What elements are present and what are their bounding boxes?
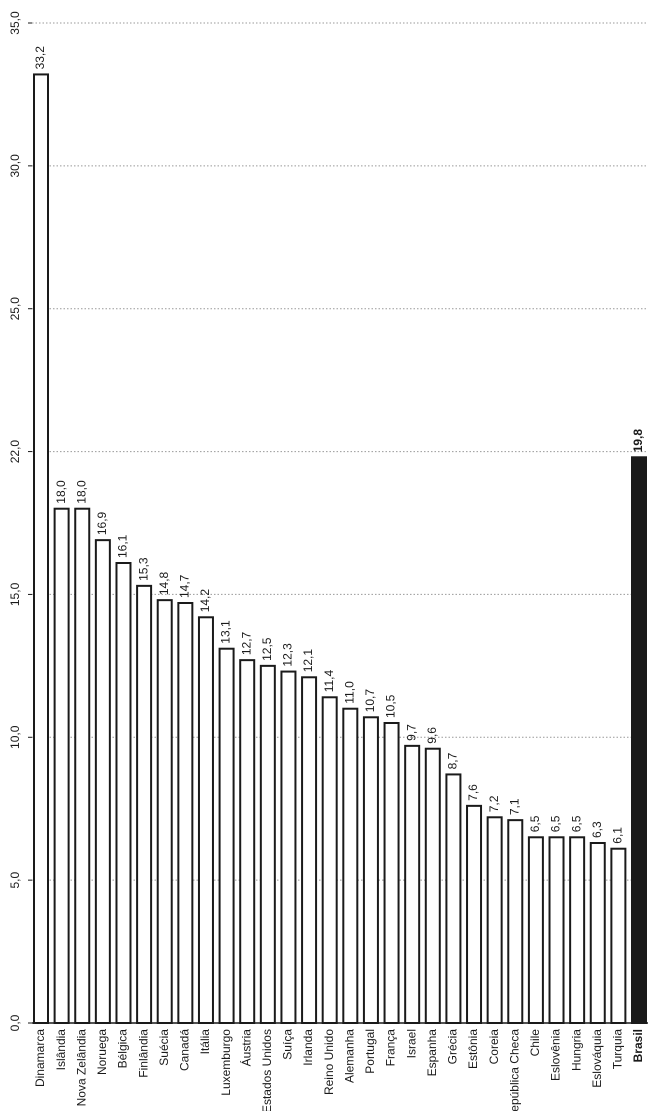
bar [280,670,297,1024]
x-tick-label: Brasil [631,1029,645,1062]
bar [486,816,503,1024]
value-label: 6,1 [611,827,625,844]
bar [445,773,462,1025]
x-tick-label: Áustria [238,1029,253,1067]
bar [239,659,256,1025]
value-label: 13,1 [219,620,233,644]
value-label: 12,5 [260,637,274,661]
value-label: 12,3 [281,643,295,667]
value-label: 19,8 [631,429,645,453]
bar [33,73,49,1024]
bar [507,819,524,1025]
bar [342,707,359,1024]
x-tick-label: Noruega [95,1029,109,1075]
bar [404,744,421,1024]
y-tick-label: 35,0 [8,11,22,35]
x-tick-label: França [384,1029,398,1067]
value-label: 7,6 [466,784,480,801]
value-label: 14,2 [198,589,212,613]
bar [569,836,586,1024]
y-tick-label: 15,0 [8,582,22,606]
value-label: 14,7 [178,574,192,598]
value-label: 6,5 [549,815,563,832]
y-tick-label: 0,0 [8,1014,22,1031]
value-label: 16,9 [95,511,109,535]
value-label: 11,0 [342,681,356,704]
x-tick-label: Estônia [466,1029,480,1069]
x-tick-label: Itália [198,1029,212,1055]
value-label: 15,3 [136,557,150,581]
bar [548,836,565,1024]
bar [115,562,132,1024]
bar [610,847,627,1025]
value-label: 12,1 [301,649,315,673]
bar [53,507,70,1024]
value-label: 9,7 [404,724,418,741]
y-tick-label: 30,0 [8,154,22,178]
x-tick-label: Reino Unido [322,1029,336,1095]
value-label: 12,7 [239,631,253,655]
x-tick-label: Estados Unidos [260,1029,274,1111]
x-tick-label: Hungria [569,1029,583,1071]
value-label: 11,4 [322,669,336,692]
value-label: 6,5 [569,815,583,832]
value-label: 7,2 [487,795,501,812]
bar [136,584,153,1024]
bar [218,647,235,1024]
bar [156,599,173,1025]
x-tick-label: Islândia [54,1029,68,1071]
value-label: 7,1 [507,798,521,815]
y-tick-label: 10,0 [8,725,22,749]
bar [589,842,606,1024]
x-tick-label: Canadá [178,1029,192,1071]
bar [424,747,441,1024]
value-label: 16,1 [116,534,130,558]
y-tick-label: 22,0 [8,440,22,464]
value-label: 6,3 [590,821,604,838]
x-tick-label: Eslovênia [549,1029,563,1081]
value-label: 10,7 [363,689,377,713]
value-label: 10,5 [384,694,398,718]
bar [74,507,91,1024]
value-label: 33,2 [33,46,47,70]
x-tick-label: Coreia [487,1029,501,1065]
value-label: 9,6 [425,727,439,744]
x-tick-label: Dinamarca [33,1029,47,1087]
x-tick-label: Eslováquia [590,1029,604,1088]
x-tick-label: Suíça [281,1029,295,1060]
x-tick-label: Irlanda [301,1029,315,1066]
x-tick-label: Suécia [157,1029,171,1066]
bar [321,696,338,1024]
x-tick-label: Israel [404,1029,418,1058]
x-tick-label: Luxemburgo [219,1029,233,1096]
bar [301,676,318,1024]
x-tick-label: Grécia [446,1029,460,1065]
x-tick-label: Chile [528,1029,542,1057]
value-label: 8,7 [446,752,460,769]
value-label: 14,8 [157,571,171,595]
value-label: 18,0 [74,480,88,504]
x-tick-label: Nova Zelândia [74,1029,88,1107]
bar [631,456,647,1024]
x-tick-label: Bélgica [116,1029,130,1069]
x-tick-label: Finlândia [136,1029,150,1078]
x-tick-label: Turquia [611,1029,625,1070]
x-tick-label: República Checa [507,1029,521,1111]
bar [362,716,379,1024]
bar [466,804,483,1024]
bar [94,539,111,1025]
bar [259,664,276,1024]
bar [177,602,194,1024]
bar [527,836,544,1024]
bar [383,722,400,1024]
y-tick-label: 25,0 [8,297,22,321]
value-label: 6,5 [528,815,542,832]
bar [197,616,214,1024]
x-tick-label: Alemanha [342,1029,356,1083]
y-tick-label: 5,0 [8,871,22,888]
x-tick-label: Portugal [363,1029,377,1074]
x-tick-label: Espanha [425,1029,439,1077]
value-label: 18,0 [54,480,68,504]
